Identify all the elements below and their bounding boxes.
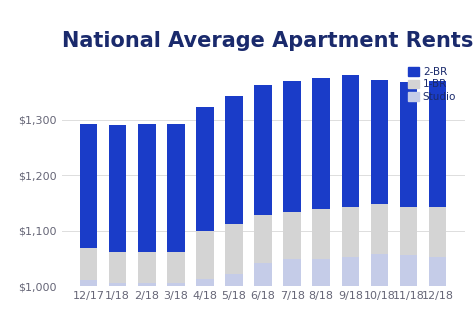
Bar [255, 85, 272, 215]
Bar [371, 254, 388, 286]
Bar [225, 274, 243, 286]
Bar [167, 252, 184, 283]
Bar [196, 107, 214, 230]
Bar [80, 280, 97, 286]
Bar [342, 257, 359, 286]
Bar [167, 124, 184, 252]
Bar [167, 283, 184, 286]
Bar [400, 207, 417, 255]
Bar [429, 257, 446, 286]
Bar [283, 81, 301, 212]
Bar [312, 259, 330, 286]
Bar [255, 263, 272, 286]
Bar [80, 248, 97, 280]
Bar [371, 80, 388, 204]
Bar [138, 252, 155, 283]
Bar [225, 96, 243, 224]
Bar [429, 81, 446, 207]
Legend: 2-BR, 1-BR, Studio: 2-BR, 1-BR, Studio [405, 64, 459, 105]
Bar [255, 215, 272, 263]
Bar [80, 124, 97, 248]
Bar [196, 230, 214, 280]
Bar [312, 78, 330, 209]
Bar [400, 82, 417, 207]
Bar [109, 252, 127, 283]
Bar [109, 283, 127, 286]
Bar [312, 209, 330, 259]
Bar [283, 212, 301, 259]
Bar [109, 125, 127, 252]
Bar [429, 207, 446, 257]
Bar [400, 255, 417, 286]
Bar [371, 204, 388, 254]
Bar [342, 207, 359, 257]
Bar [138, 124, 155, 252]
Bar [225, 224, 243, 274]
Bar [138, 283, 155, 286]
Bar [342, 75, 359, 207]
Bar [196, 280, 214, 286]
Text: National Average Apartment Rents: National Average Apartment Rents [62, 32, 473, 51]
Bar [283, 259, 301, 286]
